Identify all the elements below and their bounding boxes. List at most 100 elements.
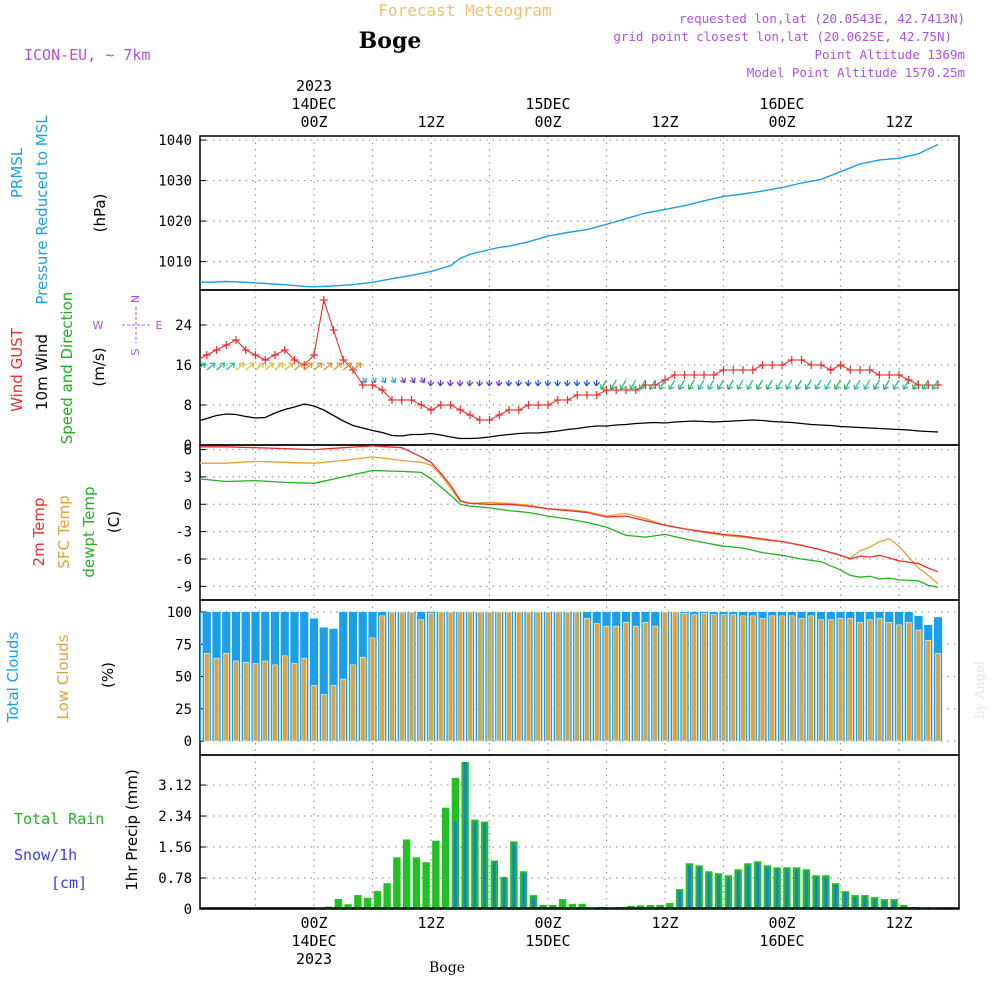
low-cloud-bar xyxy=(779,615,785,742)
rain-bar xyxy=(568,903,577,909)
wind-arrow-shaft xyxy=(795,379,803,390)
wind-ytick-label: 16 xyxy=(175,358,192,374)
wind-arrow-head xyxy=(534,381,542,387)
wind-direction-arrow xyxy=(505,379,513,387)
wind-arrow-head xyxy=(524,381,532,387)
wind-arrow-head xyxy=(505,381,513,387)
snow-bar xyxy=(522,873,526,909)
pressure-ytick-label: 1010 xyxy=(158,255,192,271)
wind-arrow-head xyxy=(833,384,840,390)
point-altitude: Point Altitude 1369m xyxy=(814,47,965,62)
wind-arrow-head xyxy=(248,362,255,369)
wind-direction-arrow xyxy=(245,362,255,371)
rain-bar xyxy=(432,840,440,909)
wind-direction-arrow xyxy=(697,379,705,390)
wind-direction-arrow xyxy=(736,379,744,390)
low-cloud-bar xyxy=(535,611,541,742)
wind-direction-arrow xyxy=(554,379,561,387)
wind-direction-arrow xyxy=(485,379,493,387)
low-cloud-bar xyxy=(613,625,619,742)
wind-direction-arrow xyxy=(515,379,522,387)
low-cloud-bar xyxy=(175,638,180,741)
label-layer: 1010 1020 1030 1040 0 8 16 24 6 3 0 -3 -6 -9 0 25 50 75 10… xyxy=(4,77,913,968)
temp-label: 2m Temp xyxy=(30,498,48,567)
wind-direction-arrow xyxy=(882,379,890,390)
gust-marker xyxy=(622,386,630,394)
wind-arrow-head xyxy=(804,384,811,390)
low-cloud-bar xyxy=(506,611,512,742)
wind-direction-arrow xyxy=(892,379,900,390)
gust-marker xyxy=(271,351,279,359)
gust-marker xyxy=(739,366,747,374)
low-cloud-bar xyxy=(428,612,434,742)
low-cloud-bar xyxy=(447,611,454,742)
total-cloud-bar xyxy=(319,627,328,741)
snow-bar xyxy=(853,897,857,909)
low-cloud-bar xyxy=(516,611,522,742)
wind-ytick-label: 24 xyxy=(175,318,192,334)
wind-label: Speed and Direction xyxy=(58,292,76,445)
low-cloud-bar xyxy=(477,611,483,742)
low-cloud-bar xyxy=(369,637,376,742)
snow-bar xyxy=(843,893,847,909)
rain-bar xyxy=(412,857,421,909)
wind-arrow-shaft xyxy=(932,379,939,390)
wind-direction-arrow xyxy=(437,379,444,387)
gust-marker xyxy=(378,386,387,394)
wind-arrow-shaft xyxy=(264,362,274,371)
low-cloud-bar xyxy=(701,612,707,742)
low-cloud-bar xyxy=(340,678,346,742)
wind-arrow-head xyxy=(882,384,889,390)
gust-marker xyxy=(826,366,835,374)
low-cloud-bar xyxy=(555,611,561,742)
wind-direction-arrow xyxy=(609,379,617,390)
top-time-label: 12Z xyxy=(885,113,912,131)
compass-w-label: W xyxy=(93,319,104,332)
wind-arrow-shaft xyxy=(737,379,744,390)
gust-marker xyxy=(534,401,543,409)
wind-label: (m/s) xyxy=(90,347,108,386)
snow-bar xyxy=(824,877,828,909)
wind-arrow-head xyxy=(336,362,343,369)
wind-arrow-head xyxy=(380,377,387,384)
wind-direction-arrow xyxy=(804,379,812,390)
wind-ytick-label: 8 xyxy=(184,398,192,414)
wind-arrow-shaft xyxy=(323,362,333,371)
low-cloud-bar xyxy=(662,611,668,742)
snow-bar xyxy=(873,899,877,909)
pressure-ytick-label: 1040 xyxy=(158,133,192,149)
snow-bar xyxy=(463,762,467,909)
wind-arrow-shaft xyxy=(342,362,352,371)
wind-arrow-shaft xyxy=(678,379,686,390)
low-cloud-bar xyxy=(321,694,327,742)
gust-marker xyxy=(310,351,318,359)
wind-arrow-head xyxy=(863,384,870,390)
wind-arrow-head xyxy=(446,381,454,387)
wind-direction-arrow xyxy=(599,379,608,390)
wind-arrow-head xyxy=(697,384,704,390)
total-rain-label: Total Rain xyxy=(14,810,104,828)
model-label: ICON-EU, ~ 7km xyxy=(24,46,150,64)
temp-label: (C) xyxy=(105,511,123,533)
wind-direction-arrow xyxy=(833,379,842,390)
wind-arrow-head xyxy=(419,377,426,384)
low-cloud-bar xyxy=(262,660,268,742)
wind-direction-arrow xyxy=(931,379,939,390)
wind-direction-arrow xyxy=(342,362,353,371)
wind-arrow-shaft xyxy=(815,379,822,390)
wind-arrow-head xyxy=(317,362,323,369)
wind-direction-arrow xyxy=(380,377,387,384)
gust-marker xyxy=(436,401,445,409)
gust-line xyxy=(200,299,938,421)
snow-bar xyxy=(717,875,721,909)
wind-arrow-head xyxy=(356,362,362,369)
wind-arrow-head xyxy=(794,384,801,390)
wind-direction-arrow xyxy=(563,379,571,387)
snow-bar xyxy=(814,877,818,909)
wind-direction-arrow xyxy=(264,362,275,371)
low-cloud-bar xyxy=(623,622,629,742)
wind-direction-arrow xyxy=(843,379,851,390)
gust-marker xyxy=(164,366,172,374)
wind-arrow-shaft xyxy=(235,362,245,371)
snow-bar xyxy=(756,863,760,909)
